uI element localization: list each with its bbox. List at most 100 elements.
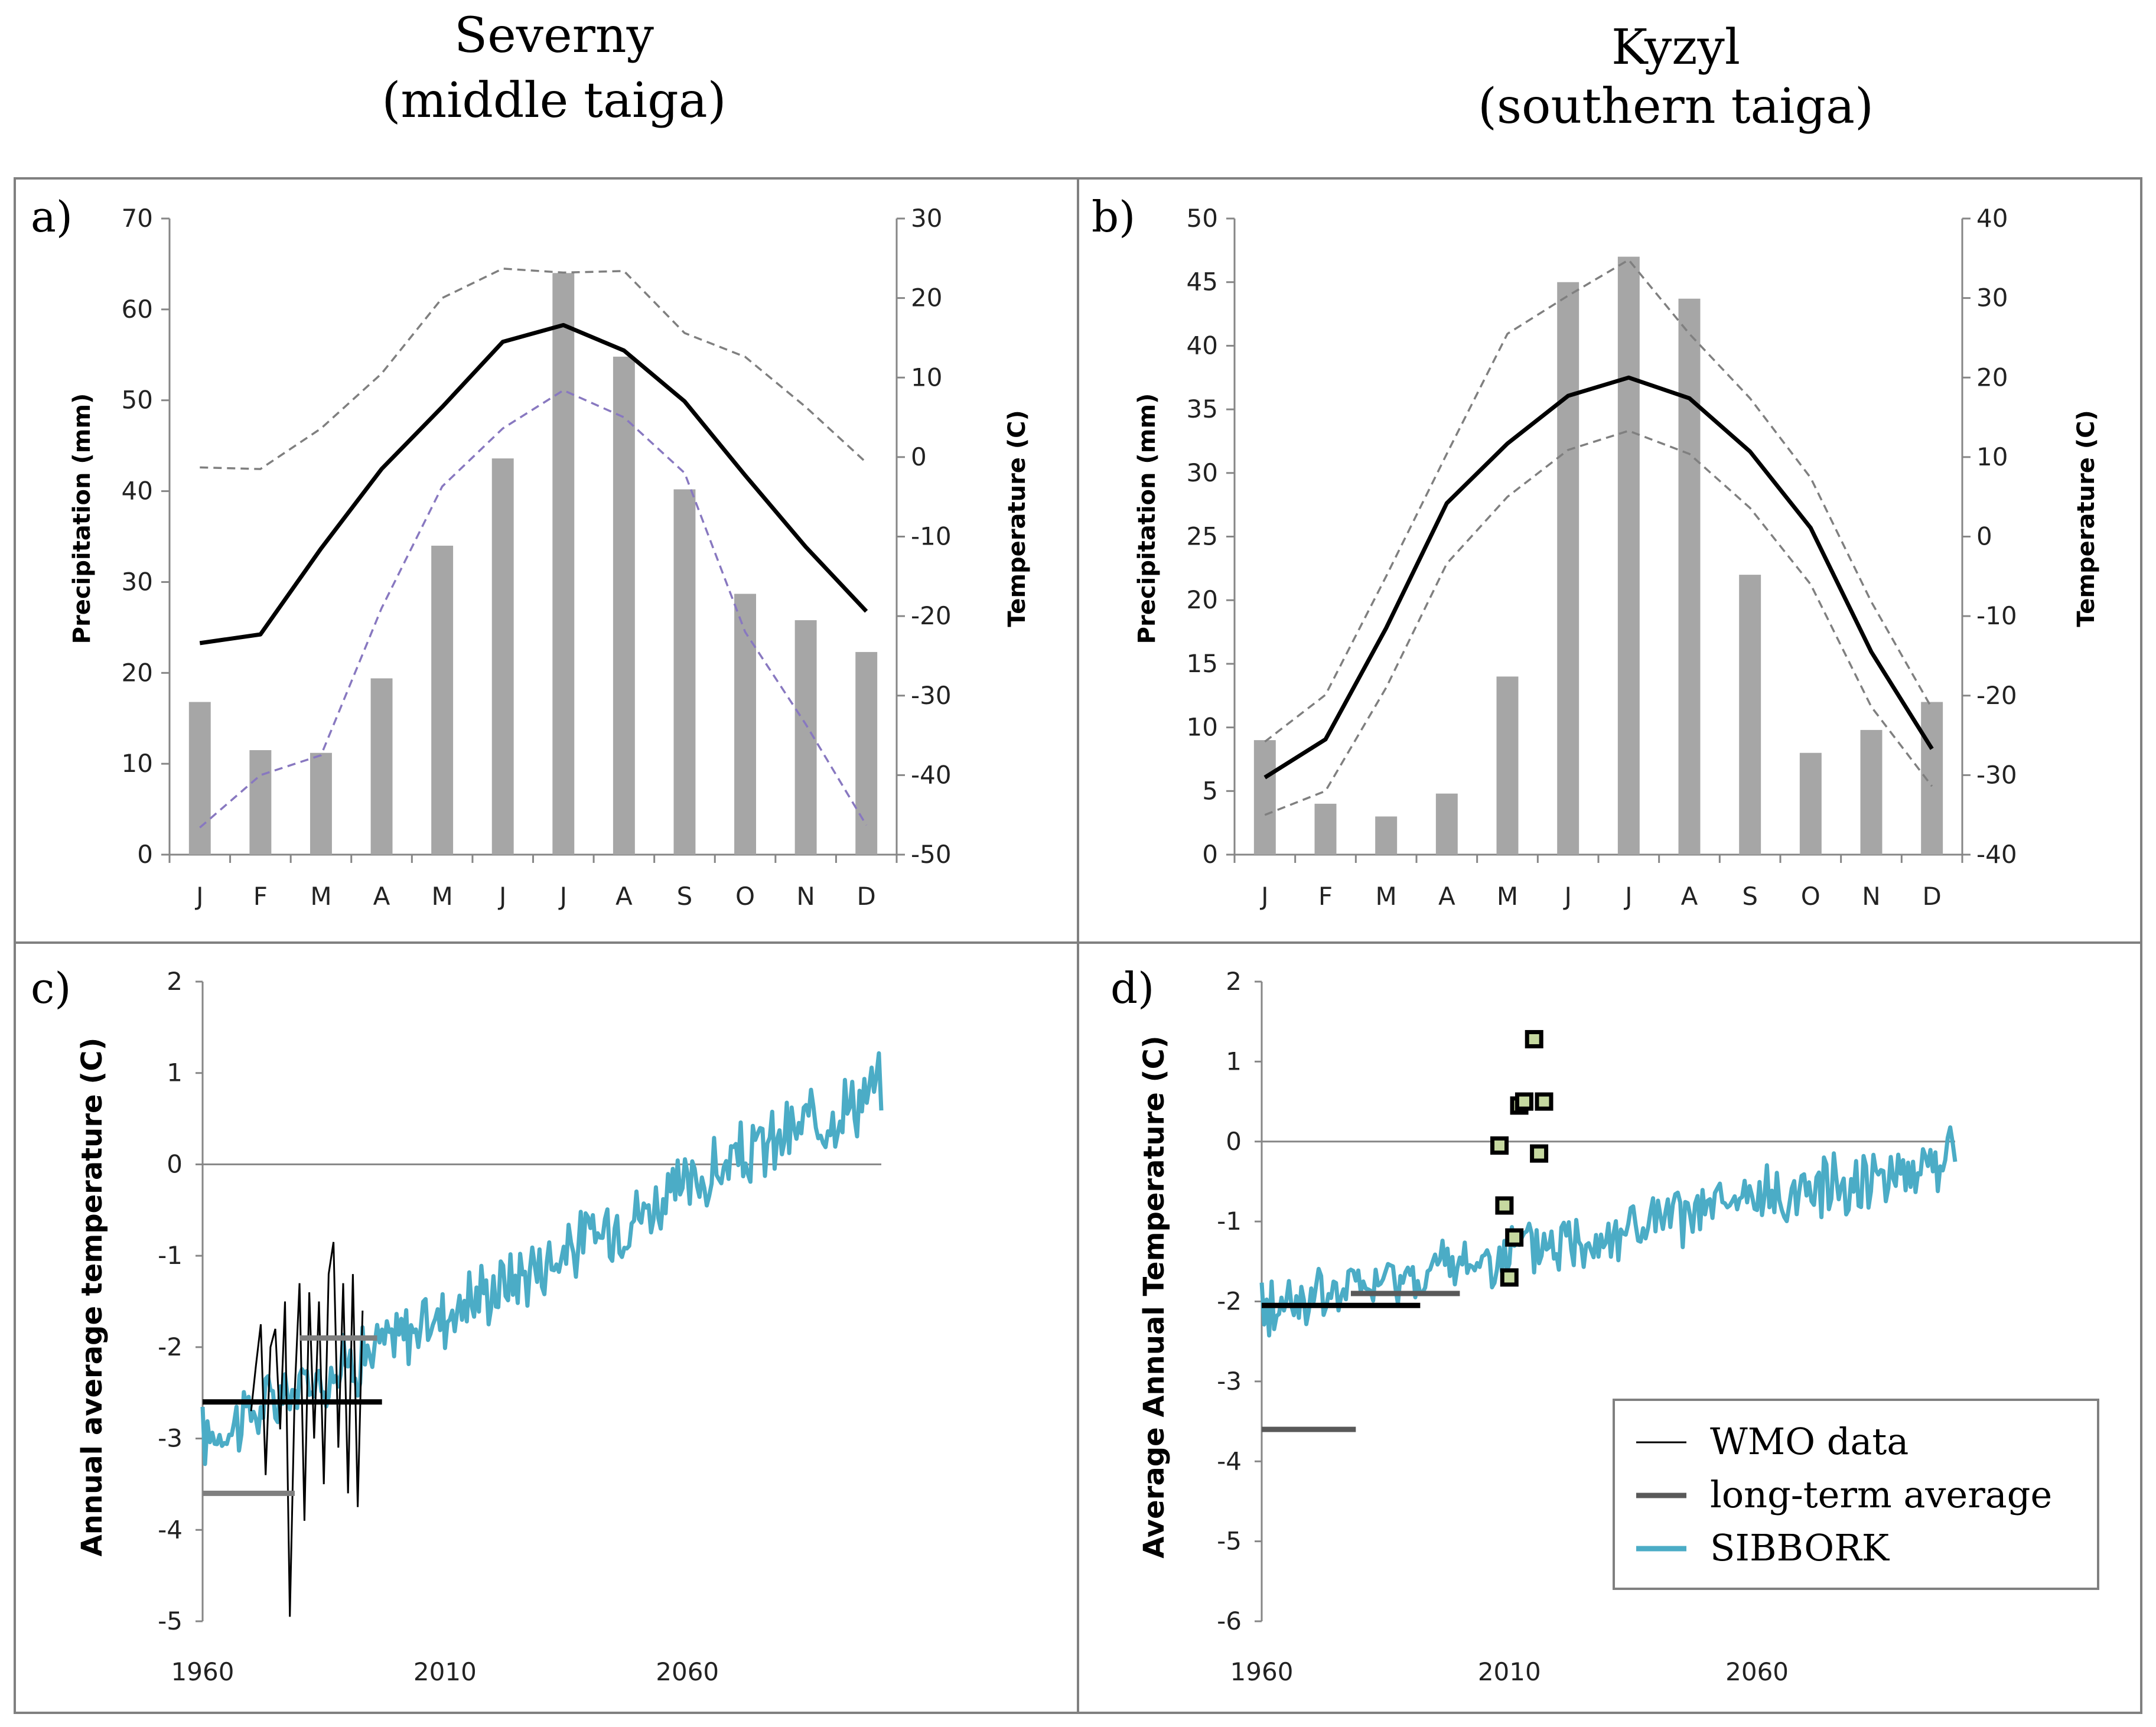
legend: WMO data long-term average SIBBORK: [1613, 1399, 2099, 1590]
panel-label-c: c): [31, 963, 71, 1013]
panel-c-ytick-label: -3: [158, 1424, 183, 1453]
panel-a-plot: 0 10 20 30 40 50 60 70 -50 -40 -30 -20 -10 0 10 20 30 J F M…: [122, 204, 952, 911]
panel-a-y2label: Temperature (C): [1004, 410, 1031, 627]
panel-d-ytick-label: -5: [1217, 1527, 1242, 1556]
panel-b-precip-bar: [1799, 752, 1822, 855]
panel-b-ytick-label: 20: [1187, 585, 1218, 614]
panel-d-ytick-label: 2: [1226, 967, 1242, 996]
panel-a-precip-bar: [188, 702, 211, 855]
panel-b-ytick-label: 30: [1187, 458, 1218, 487]
title-right-name: Kyzyl: [1611, 19, 1740, 76]
panel-b-precip-bar: [1435, 793, 1458, 855]
panel-b-precip-bar: [1557, 282, 1579, 855]
panel-b-ytick-label: 50: [1187, 204, 1218, 233]
panel-b-ytick-label: 10: [1187, 713, 1218, 742]
panel-c-ytick-label: 2: [167, 967, 183, 996]
panel-b-precip-bar: [1314, 803, 1337, 855]
panel-a-y2tick-label: 0: [911, 442, 927, 471]
panel-a-temp-min-line: [199, 389, 868, 829]
panel-a-y2tick-label: -50: [911, 840, 952, 869]
panel-a-temp-mean-line: [199, 322, 868, 646]
panel-c-ytick-label: -5: [158, 1607, 183, 1635]
panel-c-ytick-label: -2: [158, 1332, 183, 1361]
panel-a-precip-bar: [431, 545, 454, 855]
panel-a-ytick-label: 10: [122, 749, 153, 778]
panel-b-ytick-label: 45: [1187, 268, 1218, 296]
panel-b-month-label: D: [1922, 882, 1941, 911]
panel-a-month-label: D: [857, 882, 876, 911]
panel-b-y2tick-label: -30: [1976, 760, 2017, 789]
panel-b-ytick-label: 25: [1187, 522, 1218, 551]
panel-b-y2tick-label: 40: [1976, 204, 2008, 233]
panel-d-ytick-label: -3: [1217, 1367, 1242, 1396]
panel-d-data-marker: [1525, 1029, 1543, 1048]
panel-a-month-label: J: [558, 882, 567, 911]
panel-d-plot: -6 -5 -4 -3 -2 -1 0 1 2 1960 2010 2060: [1217, 967, 1958, 1686]
panel-a-y2tick-label: -40: [911, 760, 952, 789]
title-right-sub: (southern taiga): [1478, 79, 1874, 135]
panel-c-ytick-label: 1: [167, 1058, 183, 1087]
panel-b-precip-bar: [1678, 298, 1701, 855]
panel-d-xtick-label: 2060: [1725, 1657, 1789, 1686]
panel-b-temp-mean-line: [1263, 375, 1934, 780]
panel-c-ytick-label: -4: [158, 1515, 183, 1544]
panel-d-data-marker: [1490, 1136, 1509, 1155]
panel-b-month-label: O: [1801, 882, 1820, 911]
panel-b-ytick-label: 5: [1202, 776, 1218, 805]
panel-a-precip-bar: [310, 752, 332, 855]
panel-a-ylabel: Precipitation (mm): [69, 393, 96, 644]
panel-a-ytick-label: 0: [137, 840, 153, 869]
panel-b-y2tick-label: 30: [1976, 284, 2008, 312]
panel-a-y2tick-label: -30: [911, 681, 952, 710]
panel-a-ytick-label: 70: [122, 204, 153, 233]
panel-a-precip-bar: [855, 651, 878, 855]
panel-frame-d: [1077, 941, 2142, 1714]
panel-a-temp-max-line: [200, 268, 867, 470]
panel-b-month-label: A: [1438, 882, 1455, 911]
panel-label-b: b): [1092, 192, 1135, 242]
panel-d-data-marker: [1495, 1196, 1514, 1215]
panel-d-ytick-label: 0: [1226, 1127, 1242, 1156]
panel-b-ytick-label: 0: [1202, 840, 1218, 869]
panel-c-ytick-label: 0: [167, 1149, 183, 1178]
panel-a-y2tick-label: 10: [911, 363, 942, 392]
panel-d-ytick-label: -4: [1217, 1446, 1242, 1475]
panel-b-month-label: J: [1562, 882, 1571, 911]
panel-a-month-label: S: [677, 882, 693, 911]
panel-b-month-label: J: [1623, 882, 1632, 911]
panel-b-y2tick-label: -40: [1976, 840, 2017, 869]
panel-a-month-label: M: [310, 882, 331, 911]
panel-b-precip-bar: [1253, 740, 1276, 855]
panel-c-plot: -5 -4 -3 -2 -1 0 1 2 1960 2010 2060: [158, 967, 884, 1686]
panel-d-ytick-label: -6: [1217, 1607, 1242, 1635]
panel-a-precip-bar: [552, 273, 575, 855]
panel-b-precip-bar: [1496, 676, 1519, 855]
title-left-name: Severny: [454, 8, 654, 64]
panel-d-xtick-label: 1960: [1230, 1657, 1294, 1686]
legend-label-wmo: WMO data: [1710, 1420, 1909, 1463]
panel-b-precip-bar: [1860, 729, 1883, 855]
panel-c-ytick-label: -1: [158, 1241, 183, 1270]
panel-a-precip-bar: [370, 678, 393, 855]
panel-d-ytick-label: 1: [1226, 1047, 1242, 1076]
panel-d-ytick-label: -2: [1217, 1287, 1242, 1316]
panel-b-month-label: J: [1259, 882, 1268, 911]
panel-b-precip-bar: [1375, 816, 1398, 855]
panel-d-sibbork-line: [1259, 1125, 1958, 1338]
panel-c-xtick-label: 2010: [413, 1657, 477, 1686]
panel-b-temp-max-line: [1264, 258, 1933, 743]
panel-d-data-marker: [1530, 1144, 1549, 1163]
panel-a-month-label: J: [497, 882, 506, 911]
panel-d-data-marker: [1505, 1228, 1524, 1247]
panel-d-data-marker: [1535, 1092, 1554, 1111]
panel-a-month-label: O: [735, 882, 755, 911]
panel-a-precip-bar: [673, 489, 696, 855]
panel-c-xtick-label: 1960: [171, 1657, 235, 1686]
panel-d-ytick-label: -1: [1217, 1207, 1242, 1236]
panel-b-precip-bar: [1921, 702, 1943, 855]
panel-c-xtick-label: 2060: [656, 1657, 719, 1686]
panel-a-month-label: N: [796, 882, 815, 911]
legend-label-sibbork: SIBBORK: [1710, 1526, 1890, 1569]
panel-a-y2tick-label: 20: [911, 284, 942, 312]
